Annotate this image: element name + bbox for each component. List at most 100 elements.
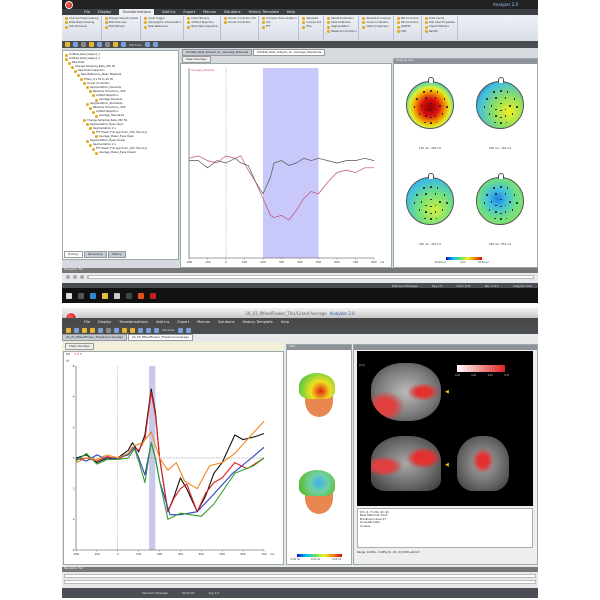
highlight-interval[interactable] [263, 68, 319, 258]
ribbon-item[interactable]: Edit Channels [104, 21, 139, 25]
menu-macros[interactable]: Macros [203, 10, 216, 14]
tree-node[interactable]: Baseline Correction_-200 [65, 106, 176, 110]
grid-icon[interactable] [121, 42, 126, 47]
marker-icon[interactable] [122, 327, 127, 333]
tree-node[interactable]: FFT Power_Full spectrum_10% Hanning [65, 131, 176, 135]
zoom-out-icon[interactable] [90, 327, 95, 333]
save-icon[interactable] [74, 327, 79, 333]
tree-node[interactable]: Segmentation 2 s [65, 143, 176, 147]
menu-file[interactable]: File [84, 320, 91, 324]
open-icon[interactable] [65, 42, 70, 47]
ribbon-item[interactable]: FFT [262, 25, 296, 29]
view-icon[interactable] [98, 327, 103, 333]
open-icon[interactable] [66, 327, 71, 333]
edge-icon[interactable] [90, 292, 96, 299]
ribbon-item[interactable]: Data Comparison [362, 25, 390, 29]
app2-icon[interactable] [138, 292, 144, 299]
ribbon-item[interactable]: Cross Correlation [362, 21, 390, 25]
navigation-scrollbar[interactable] [64, 574, 536, 578]
ribbon-item[interactable]: Peak Detection [327, 21, 356, 25]
menu-display[interactable]: Display [98, 10, 112, 14]
menu-display[interactable]: Display [98, 320, 112, 324]
tree-node[interactable]: Segmentation_Deviants [65, 86, 176, 90]
tree-tab[interactable]: History [107, 250, 126, 258]
menu-transformations[interactable]: Transformations [119, 9, 155, 15]
menu-solutions[interactable]: Solutions [223, 10, 241, 14]
menu-help[interactable]: Help [286, 10, 295, 14]
nav-next-button[interactable] [80, 275, 84, 279]
ribbon-item[interactable]: Import Markers [425, 25, 455, 29]
menu-export[interactable]: Export [183, 10, 196, 14]
overlay-icon[interactable] [130, 327, 135, 333]
tree-node[interactable]: FFT Power_Full spectrum_10% Hanning [65, 147, 176, 151]
loreta-icon[interactable] [154, 327, 159, 333]
recorder-icon[interactable] [126, 292, 132, 299]
menu-history-template[interactable]: History Template [242, 320, 273, 324]
ribbon-item[interactable]: LORETA [396, 25, 419, 29]
tree-node[interactable]: Ocular Correction [65, 82, 176, 86]
tree-node[interactable]: Average_Power_Eyes Open [65, 135, 176, 139]
ribbon-item[interactable]: CB Correction [396, 21, 419, 25]
ribbon-item[interactable]: Inverse ICA [302, 21, 321, 25]
save-icon[interactable] [73, 42, 78, 47]
window-icon[interactable] [177, 327, 183, 333]
scale-icon[interactable] [105, 42, 110, 47]
ribbon-item[interactable]: Change Sampling Rate [104, 17, 138, 21]
ribbon-item[interactable]: Ocular Correction ICA [224, 17, 256, 21]
tree-node[interactable]: Average_Deviants [65, 98, 176, 102]
tree-tab[interactable]: Secondary [83, 250, 107, 258]
ribbon-item[interactable]: Complex Demodulation [262, 17, 296, 21]
ribbon-item[interactable]: Channel Preprocessing [65, 17, 99, 21]
menu-macros[interactable]: Macros [197, 320, 210, 324]
menu-add-ins[interactable]: Add Ins [156, 320, 170, 324]
navigation-scrollbar[interactable] [88, 275, 534, 279]
ribbon-item[interactable]: Rectify [425, 30, 455, 33]
analyzer-taskbar-icon[interactable] [150, 292, 156, 299]
window-tile-icon[interactable] [152, 42, 158, 47]
app-logo[interactable] [65, 0, 73, 9]
head-icon[interactable] [146, 327, 151, 333]
ribbon-item[interactable]: Topographic Interpolation [144, 21, 181, 25]
ribbon-item[interactable]: ICA [262, 21, 296, 25]
ribbon-item[interactable]: Segmentation [327, 25, 356, 29]
ribbon-item[interactable]: New Reference [144, 25, 181, 29]
ribbon-item[interactable]: MR Correction [396, 17, 419, 21]
tree-node[interactable]: Segmentation 2 s [65, 127, 176, 131]
document-tab[interactable]: Oddball_Rest_Subject_2/...Average_Devian… [182, 49, 253, 57]
tree-node[interactable]: Raw Data Inspection [65, 69, 176, 73]
explorer-icon[interactable] [102, 292, 108, 299]
ribbon-item[interactable]: Raw Data Inspection [187, 25, 218, 29]
tree-node[interactable]: New Reference_Mean Mastoids [65, 73, 176, 78]
ribbon-item[interactable]: CSD [396, 30, 419, 33]
document-tab[interactable]: Oddball_Rest_Subject_2/...Average_Standa… [253, 49, 326, 57]
menu-export[interactable]: Export [177, 320, 190, 324]
nav-first-button[interactable] [66, 275, 70, 279]
start-icon[interactable] [66, 292, 72, 299]
ribbon-item[interactable]: Edit Markers [104, 25, 139, 29]
document-tab[interactable]: 2A_03_MfeedFlower_This/Grand Average [127, 334, 193, 342]
tree-node[interactable]: Change Sampling Rate_250 Hz [65, 119, 176, 123]
scale-icon[interactable] [106, 327, 111, 333]
ribbon-item[interactable]: Level Trigger [144, 17, 181, 21]
clear-overlays-button[interactable]: Clear Overlays [182, 56, 211, 64]
tree-node[interactable]: Change Sampling Rate_250 Hz [65, 65, 176, 69]
ribbon-item[interactable]: Edit User Properties [425, 21, 455, 25]
app-icon[interactable] [114, 292, 120, 299]
menu-history-template[interactable]: History Template [248, 10, 279, 14]
ribbon-item[interactable]: Baseline Correction [327, 30, 356, 33]
zoom-in-icon[interactable] [82, 327, 87, 333]
windows-label[interactable]: Windows [129, 42, 142, 47]
menu-file[interactable]: File [84, 10, 91, 14]
menu-help[interactable]: Help [280, 320, 289, 324]
ribbon-item[interactable]: PCA [302, 25, 321, 29]
tree-node[interactable]: Artifact Rejection [65, 110, 176, 114]
tree-node[interactable]: Raw Data [65, 61, 176, 65]
navigation-scrollbar-2[interactable] [64, 580, 536, 584]
document-tab[interactable]: 2A_03_MfeedFlower_This/Grand Average [62, 334, 127, 342]
tree-node[interactable]: Oddball_Rest_Subject_2 [65, 57, 176, 61]
ribbon-item[interactable]: Ocular Correction [224, 21, 256, 25]
menu-transformations[interactable]: Transformations [119, 320, 149, 324]
tree-node[interactable]: Average_Power_Eyes Closed [65, 151, 176, 155]
map-icon[interactable] [138, 327, 143, 333]
zoom-in-icon[interactable] [81, 42, 86, 47]
